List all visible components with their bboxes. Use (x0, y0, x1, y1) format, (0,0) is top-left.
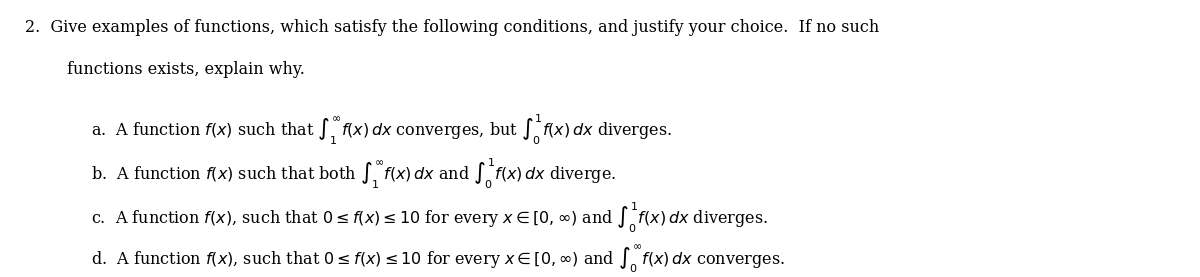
Text: c.  A function $f(x)$, such that $0 \leq f(x) \leq 10$ for every $x \in [0, \inf: c. A function $f(x)$, such that $0 \leq … (91, 201, 768, 235)
Text: d.  A function $f(x)$, such that $0 \leq f(x) \leq 10$ for every $x \in [0, \inf: d. A function $f(x)$, such that $0 \leq … (91, 243, 785, 275)
Text: b.  A function $f(x)$ such that both $\int_1^{\infty} f(x)\, dx$ and $\int_0^{1}: b. A function $f(x)$ such that both $\in… (91, 157, 617, 191)
Text: functions exists, explain why.: functions exists, explain why. (67, 61, 305, 78)
Text: 2.  Give examples of functions, which satisfy the following conditions, and just: 2. Give examples of functions, which sat… (25, 19, 880, 36)
Text: a.  A function $f(x)$ such that $\int_1^{\infty} f(x)\, dx$ converges, but $\int: a. A function $f(x)$ such that $\int_1^{… (91, 112, 672, 147)
